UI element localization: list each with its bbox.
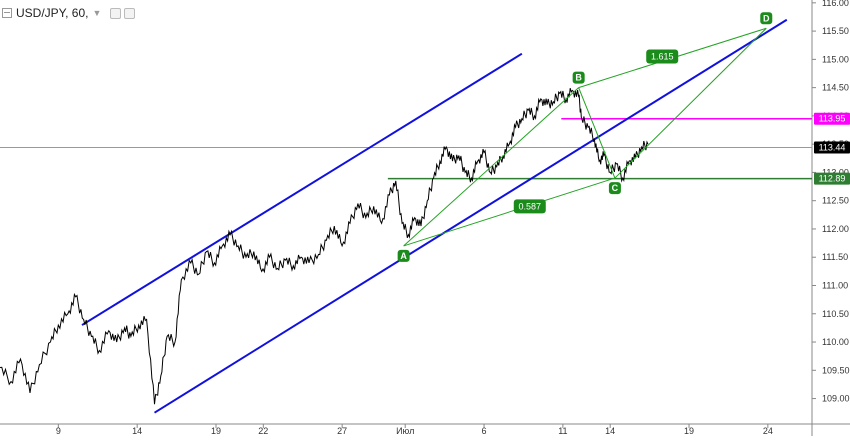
- ratio-badge: [513, 199, 546, 214]
- y-tick-label: 110.50: [822, 309, 849, 319]
- ratio-label: 0.587: [519, 201, 542, 211]
- y-tick-label: 111.50: [822, 252, 848, 262]
- level-tag-label: 113.44: [819, 143, 846, 153]
- collapse-icon[interactable]: [2, 8, 12, 18]
- point-label: A: [400, 251, 407, 261]
- harmonic-leg[interactable]: [403, 177, 616, 247]
- y-tick-label: 112.50: [822, 196, 849, 206]
- x-tick-label: 9: [56, 426, 61, 436]
- x-tick-label: 14: [605, 426, 615, 436]
- channel-line[interactable]: [153, 18, 788, 414]
- point-badge[interactable]: [572, 71, 585, 84]
- y-tick-label: 116.00: [822, 0, 849, 8]
- y-tick-label: 112.00: [822, 224, 849, 234]
- level-tag: [814, 172, 850, 185]
- x-tick-label: 19: [211, 426, 221, 436]
- chart-header: USD/JPY, 60, ▼: [0, 4, 136, 22]
- point-badge[interactable]: [760, 12, 773, 25]
- y-tick-label: 111.00: [822, 280, 848, 290]
- harmonic-leg[interactable]: [614, 27, 767, 179]
- x-tick-label: 22: [258, 426, 268, 436]
- harmonic-leg[interactable]: [403, 87, 579, 247]
- x-tick-label: Июл: [396, 426, 414, 436]
- x-tick-label: 11: [558, 426, 567, 436]
- y-tick-label: 113.00: [822, 167, 849, 177]
- ratio-badge: [646, 49, 679, 64]
- ratio-label: 1.615: [651, 52, 674, 62]
- y-tick-label: 109.50: [822, 365, 850, 375]
- y-tick-label: 115.00: [822, 54, 849, 64]
- close-icon[interactable]: [124, 7, 136, 19]
- y-tick-label: 115.50: [822, 26, 849, 36]
- y-tick-label: 109.00: [822, 394, 850, 404]
- settings-icon[interactable]: [110, 7, 122, 19]
- y-tick-label: 110.00: [822, 337, 849, 347]
- level-tag: [814, 112, 850, 125]
- level-tag-label: 113.95: [819, 114, 846, 124]
- level-tag: [814, 141, 850, 154]
- x-tick-label: 24: [763, 426, 773, 436]
- x-tick-label: 6: [482, 426, 487, 436]
- x-tick-label: 19: [684, 426, 694, 436]
- harmonic-leg[interactable]: [578, 87, 616, 179]
- channel-line[interactable]: [81, 52, 523, 326]
- x-tick-label: 27: [337, 426, 347, 436]
- point-label: B: [575, 73, 582, 83]
- y-tick-label: 114.50: [822, 83, 849, 93]
- price-series: [0, 88, 649, 405]
- point-badge[interactable]: [397, 249, 410, 262]
- x-tick-label: 14: [132, 426, 142, 436]
- symbol-label: USD/JPY, 60,: [16, 6, 89, 20]
- point-label: C: [612, 183, 619, 193]
- chevron-down-icon[interactable]: ▼: [92, 8, 102, 18]
- point-label: D: [763, 13, 770, 23]
- level-tag-label: 112.89: [819, 174, 846, 184]
- point-badge[interactable]: [608, 182, 621, 195]
